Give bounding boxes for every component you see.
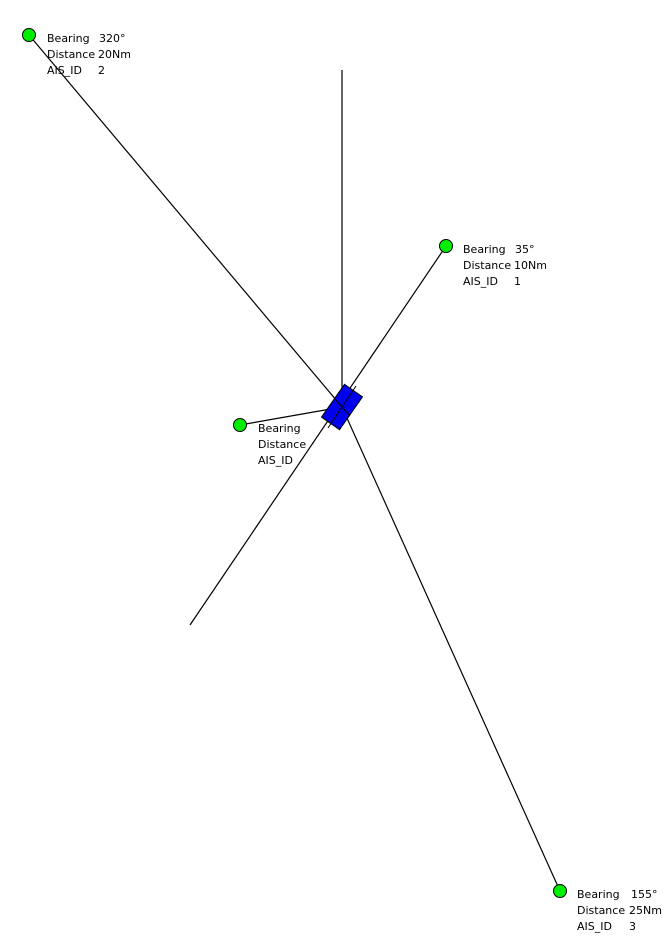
target-3-bearing-label: Bearing [577,888,620,901]
target-1-distance-value: 10Nm [514,259,547,272]
bearing-line-target-1 [189,245,447,626]
ais-target-2[interactable]: Bearing 320° Distance 20Nm AIS_ID 2 [22,28,131,78]
ais-target-dot-icon[interactable] [439,239,453,253]
target-3-distance-label: Distance [577,904,625,917]
target-2-ais-value: 2 [98,64,105,77]
target-2-distance-value: 20Nm [98,48,131,61]
ais-target-unknown[interactable]: Bearing Distance AIS_ID [233,418,307,468]
target-1-distance-label: Distance [463,259,511,272]
ais-target-3[interactable]: Bearing 155° Distance 25Nm AIS_ID 3 [553,884,662,934]
target-2-bearing-value: 320° [99,32,126,45]
target-3-ais-value: 3 [629,920,636,933]
target-2-distance-label: Distance [47,48,95,61]
target-unknown-bearing-label: Bearing [258,422,301,435]
ais-target-dot-icon[interactable] [22,28,36,42]
ais-target-dot-icon[interactable] [233,418,247,432]
vessel-cross-line [333,397,351,417]
ais-target-dot-icon[interactable] [553,884,567,898]
target-1-bearing-label: Bearing [463,243,506,256]
target-3-ais-label: AIS_ID [577,920,612,933]
target-1-ais-value: 1 [514,275,521,288]
target-3-bearing-value: 155° [631,888,658,901]
target-3-distance-value: 25Nm [629,904,662,917]
bearing-line-target-unknown [239,406,343,426]
bearing-line-target-2 [28,34,343,408]
target-1-bearing-value: 35° [515,243,535,256]
ais-target-1[interactable]: Bearing 35° Distance 10Nm AIS_ID 1 [439,239,547,289]
target-unknown-ais-label: AIS_ID [258,454,293,467]
target-2-ais-label: AIS_ID [47,64,82,77]
target-unknown-distance-label: Distance [258,438,306,451]
target-1-ais-label: AIS_ID [463,275,498,288]
target-2-bearing-label: Bearing [47,32,90,45]
bearing-line-target-3 [341,406,561,892]
